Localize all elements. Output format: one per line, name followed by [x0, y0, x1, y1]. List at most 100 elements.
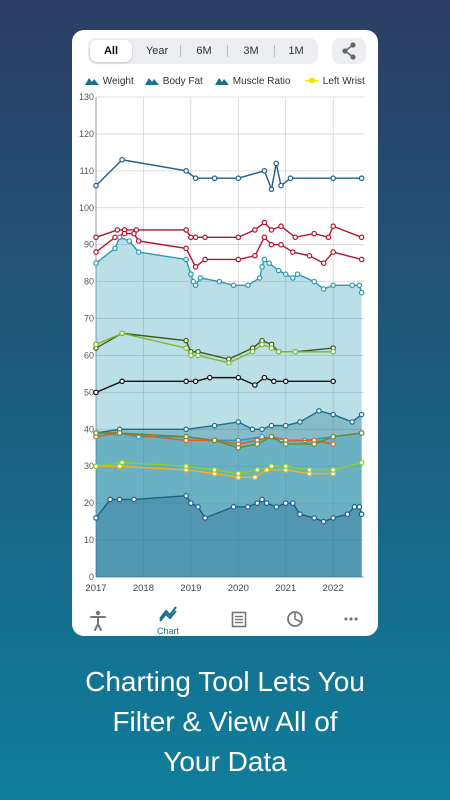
- share-icon: [342, 42, 356, 60]
- data-point: [188, 234, 194, 241]
- range-selector: All Year 6M 3M 1M: [88, 38, 318, 64]
- data-point: [261, 234, 268, 241]
- data-point: [320, 260, 327, 266]
- data-point: [112, 245, 118, 252]
- data-point: [278, 182, 284, 189]
- data-point: [183, 168, 189, 174]
- data-point: [93, 182, 99, 189]
- data-point: [93, 234, 99, 241]
- data-point: [266, 260, 272, 266]
- range-tab-6m[interactable]: 6M: [196, 45, 212, 57]
- data-point: [93, 249, 99, 255]
- legend-label: Weight: [102, 76, 134, 87]
- data-point: [249, 426, 256, 433]
- data-point: [254, 441, 261, 447]
- chart-legend: Weight Body Fat Muscle Ratio Left Wrist: [78, 75, 378, 91]
- y-tick-label: 80: [84, 277, 94, 287]
- range-tab-3m[interactable]: 3M: [243, 45, 259, 57]
- data-point: [268, 463, 275, 470]
- data-point: [252, 252, 258, 259]
- data-point: [311, 278, 317, 285]
- x-tick-label: 2017: [85, 583, 106, 594]
- y-tick-label: 90: [84, 240, 94, 250]
- range-tab-all[interactable]: All: [90, 40, 132, 62]
- data-point: [235, 374, 242, 381]
- x-tick-label: 2018: [133, 583, 154, 594]
- y-tick-label: 100: [79, 203, 94, 213]
- data-point: [211, 467, 218, 473]
- legend-item-muscle-ratio[interactable]: Muscle Ratio: [214, 75, 291, 87]
- data-point: [261, 256, 268, 263]
- data-point: [271, 378, 277, 385]
- data-point: [244, 504, 251, 510]
- app-card: All Year 6M 3M 1M Weight Body Fat: [72, 30, 378, 636]
- range-tab-year[interactable]: Year: [145, 45, 169, 57]
- data-point: [183, 378, 189, 385]
- data-point: [282, 271, 289, 278]
- data-point: [261, 219, 268, 226]
- nav-log-list[interactable]: [219, 604, 259, 636]
- data-point: [190, 278, 197, 285]
- data-point: [358, 175, 365, 182]
- data-point: [330, 378, 336, 385]
- share-button[interactable]: [332, 38, 366, 64]
- legend-item-weight[interactable]: Weight: [84, 75, 134, 87]
- range-divider: [180, 45, 181, 57]
- measurement-chart[interactable]: 0 10 20 30 40 50 60 70 80 90 100 110 120 130 2017 2018 2…: [72, 92, 378, 600]
- data-point: [183, 227, 189, 233]
- data-point: [325, 234, 332, 241]
- tagline-line: Charting Tool Lets You: [85, 666, 365, 697]
- data-point: [192, 378, 199, 385]
- x-tick-label: 2020: [228, 583, 249, 594]
- data-point: [188, 500, 194, 506]
- data-point: [188, 352, 194, 359]
- data-point: [294, 271, 301, 278]
- data-point: [235, 175, 242, 182]
- data-point: [320, 518, 327, 525]
- data-point: [135, 249, 142, 255]
- data-point: [330, 175, 336, 182]
- nav-chart[interactable]: Chart: [148, 604, 188, 636]
- mountain-icon: [145, 78, 159, 85]
- data-point: [93, 430, 99, 436]
- range-tab-1m[interactable]: 1M: [288, 45, 304, 57]
- y-tick-label: 40: [84, 424, 94, 434]
- legend-item-left-wrist[interactable]: Left Wrist: [304, 75, 365, 87]
- data-point: [244, 282, 251, 289]
- data-point: [330, 441, 336, 447]
- data-point: [330, 223, 336, 230]
- data-point: [93, 515, 99, 521]
- data-point: [183, 337, 189, 344]
- nav-stats[interactable]: [275, 604, 315, 636]
- legend-item-body-fat[interactable]: Body Fat: [144, 75, 203, 87]
- data-point: [249, 348, 256, 355]
- data-point: [256, 275, 263, 281]
- data-point: [358, 256, 365, 263]
- data-point: [235, 470, 242, 477]
- nav-more[interactable]: [331, 604, 371, 636]
- data-point: [114, 227, 121, 233]
- data-point: [195, 352, 201, 359]
- range-divider: [227, 45, 228, 57]
- data-point: [282, 378, 289, 385]
- data-point: [278, 241, 284, 248]
- legend-label: Left Wrist: [322, 76, 365, 87]
- tagline-line: Filter & View All of: [112, 706, 338, 737]
- data-point: [330, 433, 336, 440]
- data-point: [211, 175, 218, 182]
- data-point: [93, 341, 99, 348]
- data-point: [252, 382, 258, 388]
- nav-body-measurements[interactable]: [78, 604, 118, 636]
- data-point: [306, 252, 313, 259]
- data-point: [259, 426, 265, 433]
- data-point: [259, 496, 265, 503]
- data-point: [282, 441, 289, 447]
- series-line-9: [95, 432, 334, 445]
- data-point: [273, 160, 280, 167]
- data-point: [292, 234, 299, 241]
- data-point: [268, 241, 275, 248]
- data-point: [192, 264, 199, 270]
- data-point: [211, 437, 218, 444]
- person-icon: [90, 610, 106, 631]
- data-point: [330, 411, 336, 418]
